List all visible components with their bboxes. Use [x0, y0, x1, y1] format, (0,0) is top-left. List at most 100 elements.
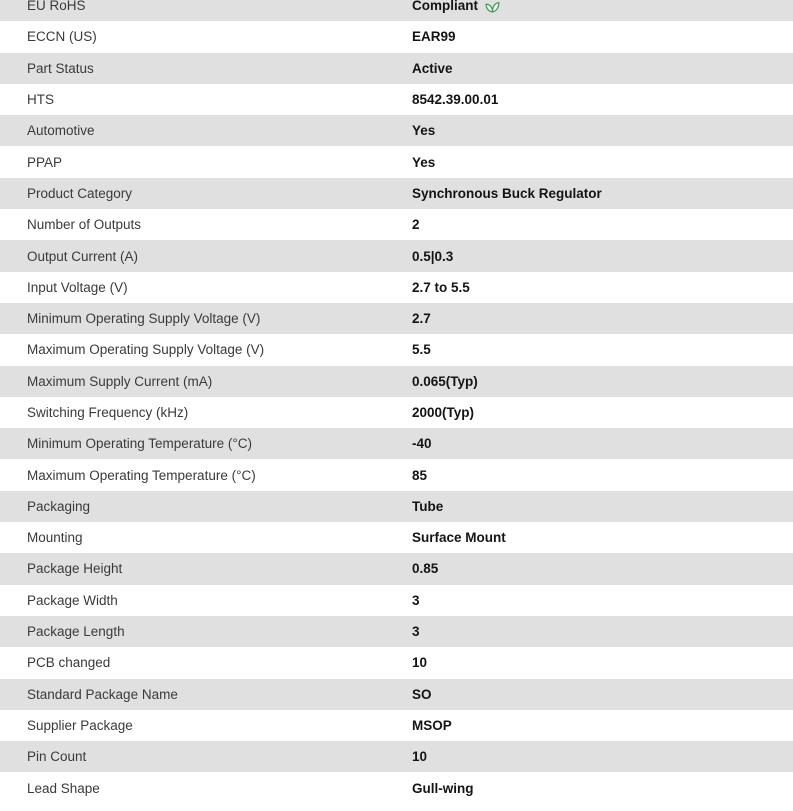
spec-value: Synchronous Buck Regulator — [412, 186, 602, 201]
spec-value: 2 — [412, 217, 420, 232]
spec-value: Yes — [412, 155, 435, 170]
spec-label: Mounting — [27, 530, 83, 546]
spec-value-text: Yes — [412, 154, 436, 170]
table-row: Pin Count 10 — [0, 741, 793, 773]
spec-value: 0.065(Typ) — [412, 374, 478, 389]
leaf-icon — [485, 0, 500, 13]
spec-value-text: 0.065(Typ) — [412, 373, 478, 389]
spec-label: Maximum Supply Current (mA) — [27, 373, 213, 389]
spec-value: 10 — [412, 655, 427, 670]
spec-value-text: -40 — [412, 436, 432, 452]
spec-value: MSOP — [412, 718, 452, 733]
spec-value: 2.7 — [412, 311, 431, 326]
spec-value-text: MSOP — [412, 717, 452, 733]
spec-value-text: 8542.39.00.01 — [412, 92, 499, 108]
spec-value-text: Tube — [412, 498, 444, 514]
spec-value-text: 85 — [412, 467, 428, 483]
spec-value-text: SO — [412, 686, 432, 702]
spec-value-text: Surface Mount — [412, 530, 506, 546]
spec-value: 85 — [412, 468, 427, 483]
spec-value-text: EAR99 — [412, 29, 456, 45]
spec-value: 2.7 to 5.5 — [412, 280, 470, 295]
table-row: Lead Shape Gull-wing — [0, 772, 793, 804]
spec-value-text: 0.85 — [412, 561, 439, 577]
spec-label: Input Voltage (V) — [27, 279, 128, 295]
table-row: Package Height 0.85 — [0, 553, 793, 585]
spec-value-text: 2.7 to 5.5 — [412, 279, 470, 295]
table-row: EU RoHS Compliant — [0, 0, 793, 22]
table-row: HTS 8542.39.00.01 — [0, 83, 793, 116]
table-row: Part Status Active — [0, 52, 793, 84]
spec-label: Supplier Package — [27, 717, 133, 733]
table-row: PPAP Yes — [0, 146, 793, 178]
table-row: Package Width 3 — [0, 584, 793, 616]
table-row: Output Current (A) 0.5|0.3 — [0, 240, 793, 272]
table-row: PCB changed 10 — [0, 647, 793, 679]
spec-value-text: 10 — [412, 749, 428, 765]
spec-value: Tube — [412, 499, 443, 514]
table-row: Switching Frequency (kHz) 2000(Typ) — [0, 396, 793, 429]
spec-label: Package Width — [27, 592, 118, 608]
spec-label: PPAP — [27, 154, 63, 170]
table-row: Input Voltage (V) 2.7 to 5.5 — [0, 271, 793, 303]
spec-value-text: Active — [412, 60, 453, 76]
spec-label: Maximum Operating Supply Voltage (V) — [27, 342, 265, 358]
table-row: Maximum Supply Current (mA) 0.065(Typ) — [0, 365, 793, 397]
spec-value-text: 3 — [412, 592, 420, 608]
spec-value: 10 — [412, 749, 427, 764]
spec-value-text: 10 — [412, 655, 428, 671]
spec-value-text: 2 — [412, 217, 420, 233]
table-row: Automotive Yes — [0, 115, 793, 147]
spec-value: Gull-wing — [412, 781, 474, 796]
spec-value: Compliant — [412, 0, 500, 13]
table-row: Minimum Operating Supply Voltage (V) 2.7 — [0, 302, 793, 335]
spec-label: Switching Frequency (kHz) — [27, 405, 189, 420]
spec-label: PCB changed — [27, 655, 111, 671]
table-row: Number of Outputs 2 — [0, 209, 793, 241]
spec-value-text: 0.5|0.3 — [412, 248, 454, 264]
table-row: Maximum Operating Temperature (°C) 85 — [0, 459, 793, 491]
table-row: Standard Package Name SO — [0, 678, 793, 710]
spec-label: Package Length — [27, 624, 125, 640]
table-row: ECCN (US) EAR99 — [0, 21, 793, 53]
spec-label: Packaging — [27, 498, 91, 514]
table-row: Mounting Surface Mount — [0, 522, 793, 554]
spec-value: -40 — [412, 436, 432, 451]
table-row: Packaging Tube — [0, 490, 793, 523]
table-row: Product Category Synchronous Buck Regulat… — [0, 177, 793, 210]
spec-value: Active — [412, 61, 453, 76]
spec-label: Maximum Operating Temperature (°C) — [27, 467, 256, 483]
spec-label: Product Category — [27, 185, 133, 201]
spec-value-text: 2.7 — [412, 311, 431, 327]
spec-label: Pin Count — [27, 749, 87, 765]
spec-value-text: 3 — [412, 624, 420, 640]
spec-label: Lead Shape — [27, 780, 100, 796]
table-row: Minimum Operating Temperature (°C) -40 — [0, 428, 793, 460]
table-row: Package Length 3 — [0, 615, 793, 648]
spec-value: 3 — [412, 593, 420, 608]
spec-value: Surface Mount — [412, 530, 506, 545]
spec-label: HTS — [27, 92, 54, 108]
spec-label: Output Current (A) — [27, 248, 139, 264]
spec-value: 0.85 — [412, 561, 438, 576]
spec-value-text: 5.5 — [412, 342, 431, 358]
spec-value-text: 2000(Typ) — [412, 405, 475, 420]
spec-value: 8542.39.00.01 — [412, 92, 498, 107]
spec-label: Minimum Operating Temperature (°C) — [27, 436, 252, 452]
spec-label: Package Height — [27, 561, 123, 577]
spec-value-text: Gull-wing — [412, 780, 474, 796]
spec-label: ECCN (US) — [27, 29, 97, 45]
spec-value: 5.5 — [412, 342, 431, 357]
table-row: Maximum Operating Supply Voltage (V) 5.5 — [0, 334, 793, 366]
spec-value: SO — [412, 687, 432, 702]
table-row: Supplier Package MSOP — [0, 709, 793, 742]
spec-label: Standard Package Name — [27, 686, 178, 702]
spec-value: 2000(Typ) — [412, 405, 474, 420]
spec-value-text: Yes — [412, 123, 436, 139]
spec-label: EU RoHS — [27, 0, 86, 14]
spec-value: Yes — [412, 123, 435, 138]
spec-label: Minimum Operating Supply Voltage (V) — [27, 311, 261, 327]
spec-value: EAR99 — [412, 29, 456, 44]
spec-value-text: Compliant — [412, 0, 478, 14]
